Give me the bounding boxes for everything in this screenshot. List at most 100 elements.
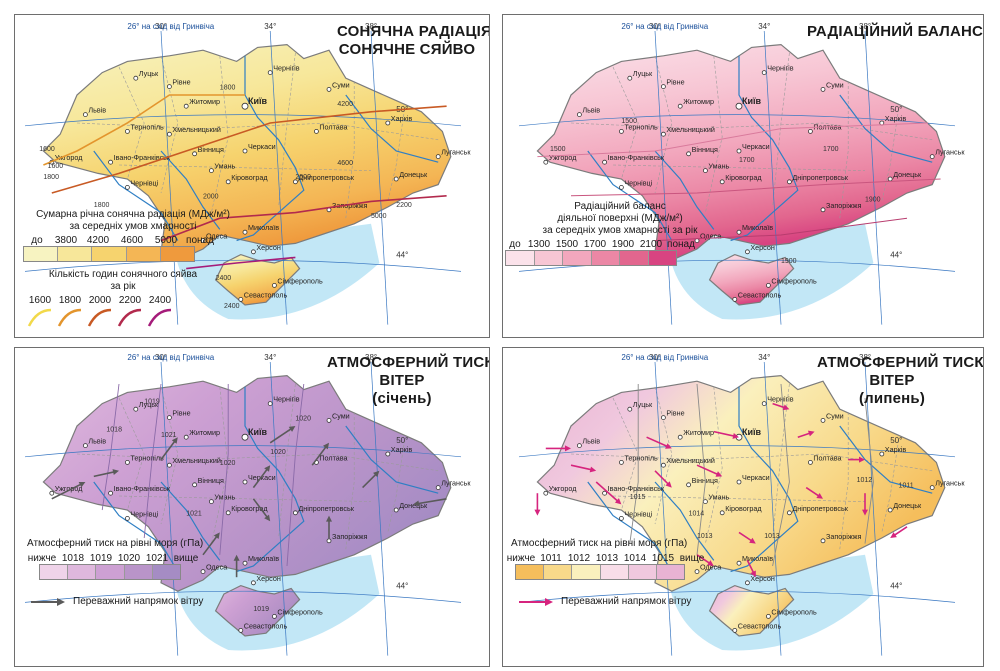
isoline-label: 1600 (39, 146, 55, 153)
wind-arrow (202, 532, 220, 556)
wind-arrow (413, 498, 447, 507)
city-label: Полтава (813, 453, 841, 462)
title-line: СОНЯЧНА РАДІАЦІЯ. (337, 23, 490, 40)
city-label: Луганськ (935, 479, 965, 488)
map-solar: 30° 34° 38°50°44°26° на схід від ГринвічаЛ… (24, 22, 471, 325)
city-marker (660, 84, 666, 89)
city-marker (385, 120, 391, 126)
city-marker (166, 131, 172, 137)
meridian-label: 34° (758, 353, 770, 362)
city-label: Київ (742, 96, 762, 106)
city-label: Миколаїв (248, 223, 279, 232)
city-label: Донецьк (893, 170, 922, 179)
oblast-boundary (570, 122, 933, 141)
city-marker (761, 70, 767, 75)
city-marker (49, 490, 55, 496)
river (839, 94, 933, 163)
city-marker (660, 462, 666, 468)
city-marker (292, 179, 298, 185)
river (839, 425, 933, 494)
isoline-label: 1700 (739, 157, 755, 164)
oblast-boundary (839, 81, 849, 219)
wind-arrow (233, 554, 240, 578)
city-marker (719, 510, 725, 516)
parallel-label: 44° (890, 581, 902, 590)
city-label: Івано-Франківськ (608, 153, 665, 162)
oblast-boundary (705, 386, 723, 544)
oblast-boundary (570, 453, 933, 472)
city-label: Донецьк (399, 170, 428, 179)
city-marker (225, 510, 231, 516)
wind-arrow (326, 515, 332, 538)
river (654, 481, 715, 561)
wind-arrow (890, 526, 908, 538)
wind-arrow (311, 442, 329, 466)
city-marker (250, 580, 256, 586)
legend-swatches (505, 250, 677, 266)
city-marker (732, 627, 738, 633)
city-marker (887, 507, 893, 513)
isoline-label: 1011 (899, 483, 914, 490)
city-marker (765, 613, 771, 619)
city-label: Луганськ (441, 148, 471, 157)
isoline-label: 1021 (161, 432, 177, 439)
city-marker (577, 112, 582, 117)
city-label: Київ (742, 427, 762, 437)
isoline-label: 1015 (630, 494, 646, 501)
city-marker (929, 485, 935, 491)
city-label: Хмельницький (172, 125, 220, 134)
wind-arrow (534, 493, 541, 516)
city-label: Харків (391, 114, 413, 123)
isoline (629, 384, 639, 544)
city-label: Севастополь (738, 621, 782, 630)
oblast-boundary (345, 412, 355, 550)
city-label: Львів (582, 437, 600, 446)
isoline-label: 2000 (203, 194, 219, 201)
isoline-label: 1013 (764, 533, 780, 540)
oblast-boundary (772, 52, 790, 208)
meridian-line (160, 361, 179, 656)
city-marker (686, 482, 692, 488)
city-marker (744, 249, 750, 255)
city-label: Херсон (750, 243, 774, 252)
river (345, 425, 439, 494)
isoline-label: 1014 (689, 511, 705, 518)
city-label: Тернопіль (624, 122, 658, 131)
wind-arrow (51, 482, 86, 500)
city-marker (200, 238, 206, 244)
city-label: Луганськ (441, 479, 471, 488)
legend-labels: нижче 1011 1012 1013 1014 1015 вище (506, 553, 705, 564)
crimea-landmass (214, 584, 301, 637)
legend-radiation-balance: Радіаційний баланс діяльної поверхні (МД… (505, 201, 735, 266)
city-marker (677, 103, 683, 109)
isoline-label: 1012 (857, 477, 873, 484)
legend-labels: до 3800 4200 4600 5000 понад (31, 235, 214, 246)
legend-title: Сумарна річна сонячна радіація (МДж/м²) … (36, 209, 230, 232)
title-line: АТМОСФЕРНИЙ ТИСК. (327, 354, 490, 371)
isoline (696, 383, 706, 555)
city-marker (242, 148, 248, 154)
city-label: Луцьк (139, 69, 159, 78)
parallel-label: 50° (396, 436, 408, 445)
city-label: Рівне (172, 78, 190, 87)
isoline-label: 1900 (781, 258, 797, 265)
city-label: Рівне (172, 409, 190, 418)
oblast-boundary (839, 412, 849, 550)
city-marker (267, 401, 273, 406)
city-label: Київ (248, 96, 268, 106)
wind-arrow (545, 445, 571, 452)
city-label: Львів (582, 106, 600, 115)
river (160, 481, 221, 561)
city-label: Чернівці (130, 509, 158, 518)
meridian-caption: 26° на схід від Гринвіча (127, 22, 214, 31)
city-marker (125, 460, 130, 465)
city-label: Черкаси (742, 473, 770, 482)
wind-arrow (848, 456, 865, 463)
meridian-line (654, 361, 673, 656)
meridian-line (160, 30, 179, 325)
oblast-boundary (654, 386, 673, 525)
city-label: Кіровоград (231, 504, 268, 513)
city-marker (83, 112, 88, 117)
city-label: Кіровоград (725, 173, 762, 182)
title-line: ВІТЕР (379, 372, 425, 389)
